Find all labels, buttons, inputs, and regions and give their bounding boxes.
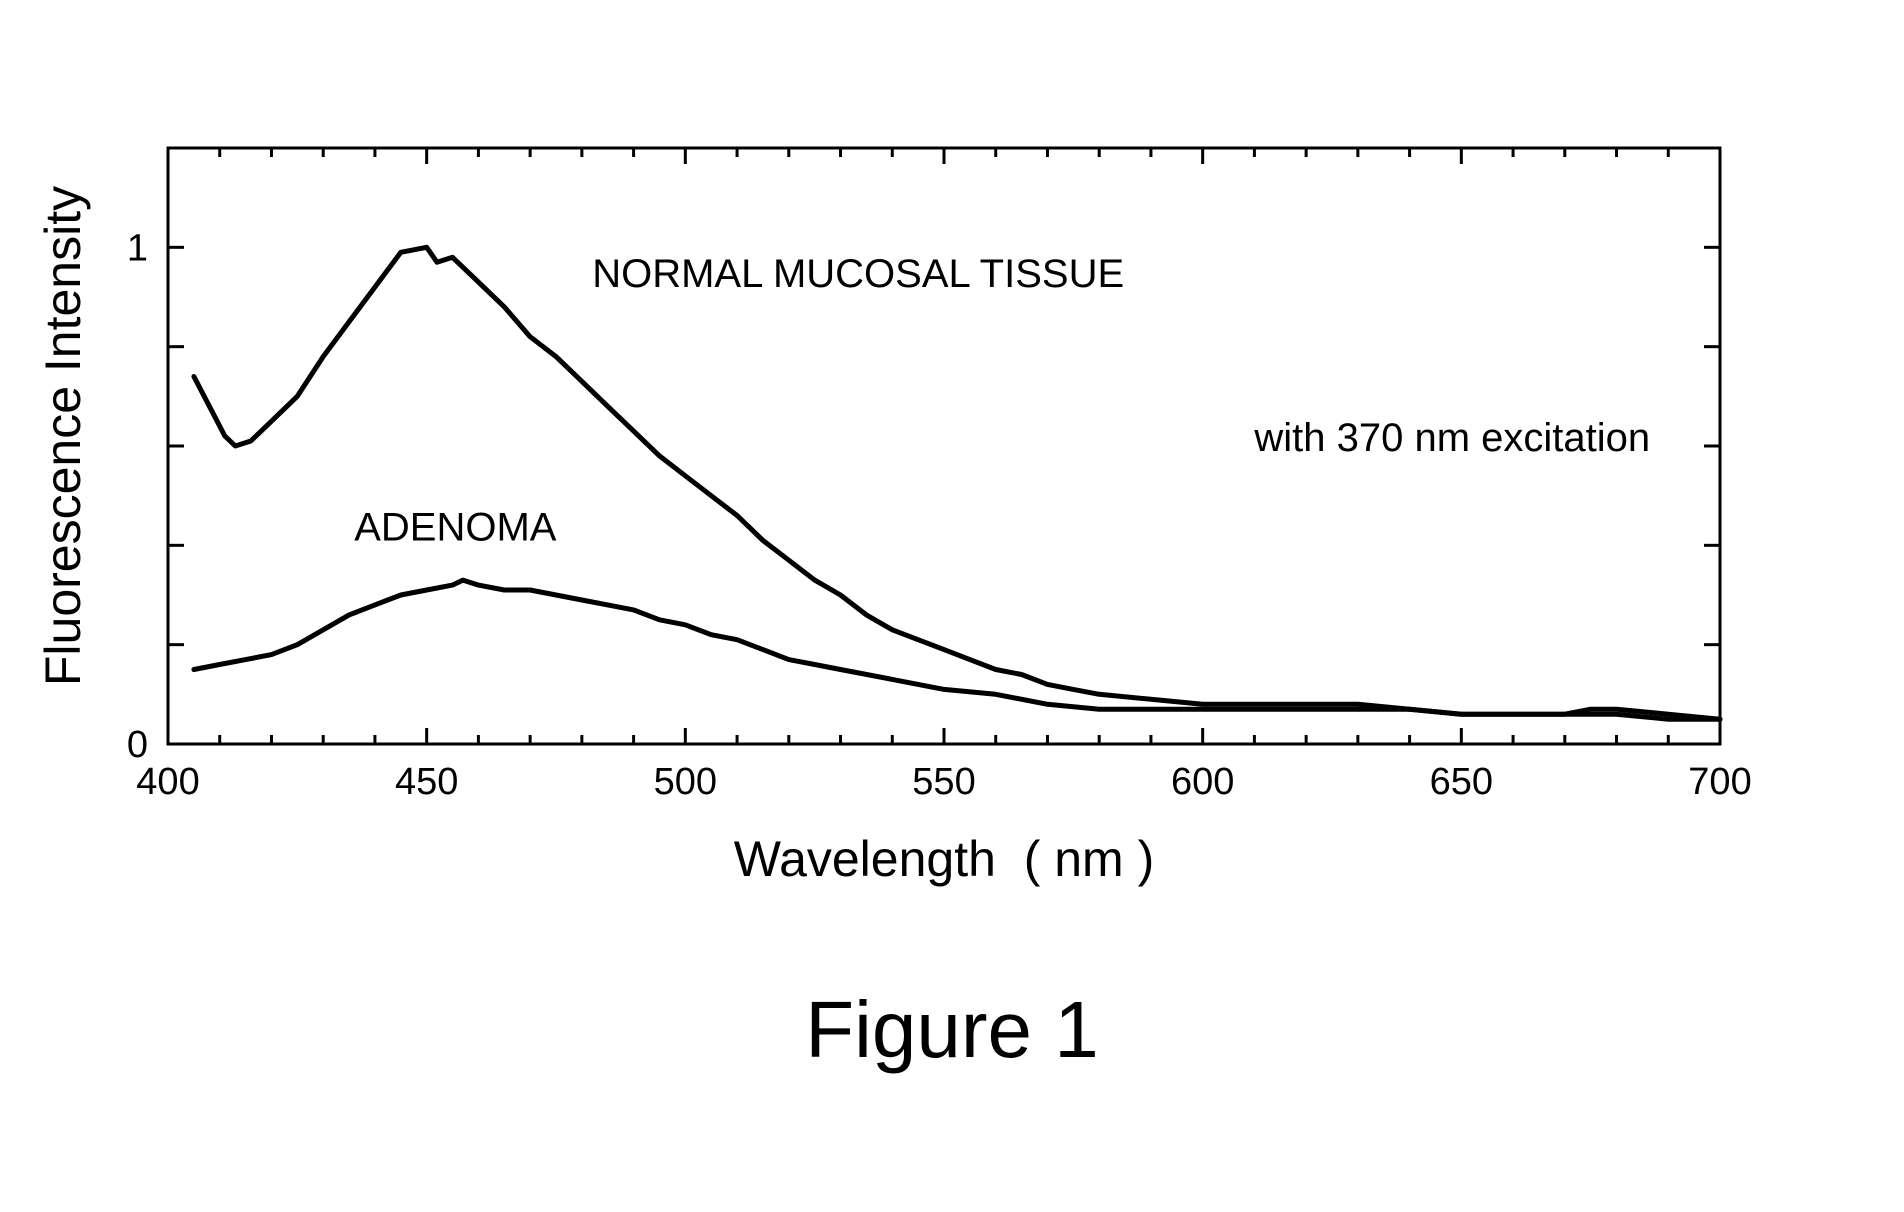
x-tick-label: 500 (654, 761, 717, 803)
x-tick-label: 550 (912, 761, 975, 803)
y-tick-label: 1 (127, 227, 148, 269)
x-axis-label: Wavelength ( nm ) (734, 831, 1155, 887)
figure-caption: Figure 1 (0, 990, 1904, 1070)
chart-annotation: NORMAL MUCOSAL TISSUE (592, 252, 1124, 296)
chart-annotation: ADENOMA (354, 505, 557, 549)
x-tick-label: 650 (1430, 761, 1493, 803)
y-axis-label: Fluorescence Intensity (35, 186, 91, 686)
chart-annotation: with 370 nm excitation (1253, 416, 1650, 460)
series-layer (194, 247, 1720, 719)
x-tick-label: 700 (1688, 761, 1751, 803)
x-tick-label: 400 (136, 761, 199, 803)
y-tick-labels: 01 (127, 227, 148, 766)
series-line-adenoma (194, 580, 1720, 719)
series-line-normal-mucosal-tissue (194, 247, 1720, 719)
x-tick-label: 600 (1171, 761, 1234, 803)
x-tick-label: 450 (395, 761, 458, 803)
annotations-layer: NORMAL MUCOSAL TISSUE with 370 nm excitat… (354, 252, 1650, 549)
x-tick-labels: 400 450 500 550 600 650 700 (136, 761, 1751, 803)
y-tick-label: 0 (127, 724, 148, 766)
